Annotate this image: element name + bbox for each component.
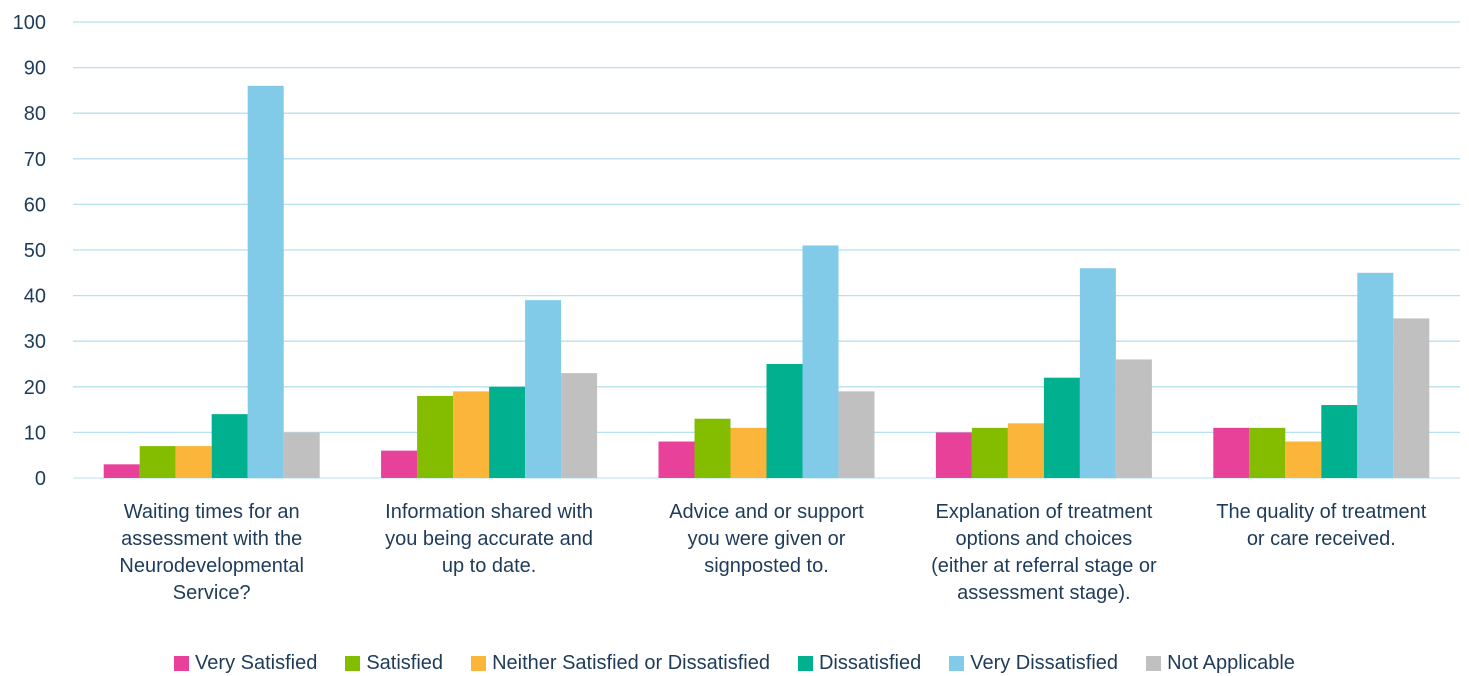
y-tick-label: 80 bbox=[24, 103, 46, 125]
legend-swatch bbox=[797, 655, 813, 671]
bar-satisfied bbox=[694, 418, 731, 478]
bar-satisfied bbox=[1249, 427, 1286, 478]
legend-item: Very Dissatisfied bbox=[949, 652, 1118, 675]
legend-swatch bbox=[949, 655, 965, 671]
y-tick-label: 90 bbox=[24, 58, 46, 80]
legend-item: Neither Satisfied or Dissatisfied bbox=[471, 652, 770, 675]
bar-dissatisfied bbox=[1321, 405, 1358, 478]
bar-satisfied bbox=[139, 446, 176, 478]
legend-item: Satisfied bbox=[345, 652, 443, 675]
bar-satisfied bbox=[417, 395, 454, 478]
bar-not-applicable bbox=[561, 373, 598, 478]
legend-label: Very Satisfied bbox=[195, 651, 318, 674]
bar-very-satisfied bbox=[658, 441, 695, 478]
legend-item: Not Applicable bbox=[1146, 652, 1295, 675]
legend-label: Very Dissatisfied bbox=[970, 651, 1119, 674]
bar-dissatisfied bbox=[489, 386, 526, 478]
bar-neither-satisfied-or-dissatisfied bbox=[730, 427, 767, 478]
legend-swatch bbox=[174, 655, 190, 671]
bar-satisfied bbox=[971, 427, 1008, 478]
x-category-label: Information shared with you being accura… bbox=[385, 501, 594, 577]
bar-very-dissatisfied bbox=[247, 85, 284, 478]
y-tick-label: 10 bbox=[24, 422, 46, 444]
bars bbox=[103, 85, 1430, 478]
y-tick-label: 20 bbox=[24, 377, 46, 399]
bar-neither-satisfied-or-dissatisfied bbox=[1285, 441, 1322, 478]
bar-very-satisfied bbox=[935, 432, 972, 478]
y-tick-label: 100 bbox=[13, 12, 46, 34]
x-category-label: The quality of treatment or care receive… bbox=[1216, 501, 1427, 550]
x-category-label: Waiting times for an assessment with the… bbox=[119, 501, 304, 604]
bar-very-dissatisfied bbox=[1357, 272, 1394, 478]
bar-dissatisfied bbox=[766, 364, 803, 478]
bar-neither-satisfied-or-dissatisfied bbox=[453, 391, 490, 478]
legend-label: Satisfied bbox=[366, 651, 444, 674]
legend-swatch bbox=[1146, 655, 1162, 671]
x-category-label: Advice and or support you were given or … bbox=[669, 501, 864, 577]
bar-dissatisfied bbox=[211, 414, 248, 478]
bar-neither-satisfied-or-dissatisfied bbox=[175, 446, 212, 478]
legend-label: Not Applicable bbox=[1167, 651, 1295, 674]
bar-very-satisfied bbox=[1213, 427, 1250, 478]
bar-very-satisfied bbox=[381, 450, 418, 478]
bar-very-satisfied bbox=[103, 464, 140, 478]
bar-very-dissatisfied bbox=[1079, 268, 1116, 478]
legend: Very Satisfied Satisfied Neither Satisfied… bbox=[0, 650, 1469, 676]
y-tick-label: 50 bbox=[24, 240, 46, 262]
y-tick-label: 30 bbox=[24, 331, 46, 353]
y-tick-label: 0 bbox=[35, 468, 46, 490]
y-tick-label: 70 bbox=[24, 149, 46, 171]
y-tick-label: 60 bbox=[24, 194, 46, 216]
y-axis: 0 10 20 30 40 50 60 70 80 90 100 bbox=[13, 12, 46, 490]
bar-very-dissatisfied bbox=[525, 300, 562, 478]
x-category-label: Explanation of treatment options and cho… bbox=[931, 501, 1157, 604]
y-tick-label: 40 bbox=[24, 286, 46, 308]
bar-not-applicable bbox=[838, 391, 875, 478]
legend-item: Dissatisfied bbox=[797, 651, 922, 675]
legend-swatch bbox=[471, 655, 487, 671]
bar-neither-satisfied-or-dissatisfied bbox=[1007, 423, 1044, 478]
bar-very-dissatisfied bbox=[802, 245, 839, 478]
legend-label: Dissatisfied bbox=[818, 651, 922, 674]
legend-label: Neither Satisfied or Dissatisfied bbox=[492, 651, 770, 674]
legend-swatch bbox=[345, 655, 361, 671]
bar-not-applicable bbox=[283, 432, 320, 478]
bar-not-applicable bbox=[1393, 318, 1430, 478]
bar-dissatisfied bbox=[1043, 377, 1080, 478]
bar-not-applicable bbox=[1115, 359, 1152, 478]
legend-item: Very Satisfied bbox=[174, 652, 317, 675]
